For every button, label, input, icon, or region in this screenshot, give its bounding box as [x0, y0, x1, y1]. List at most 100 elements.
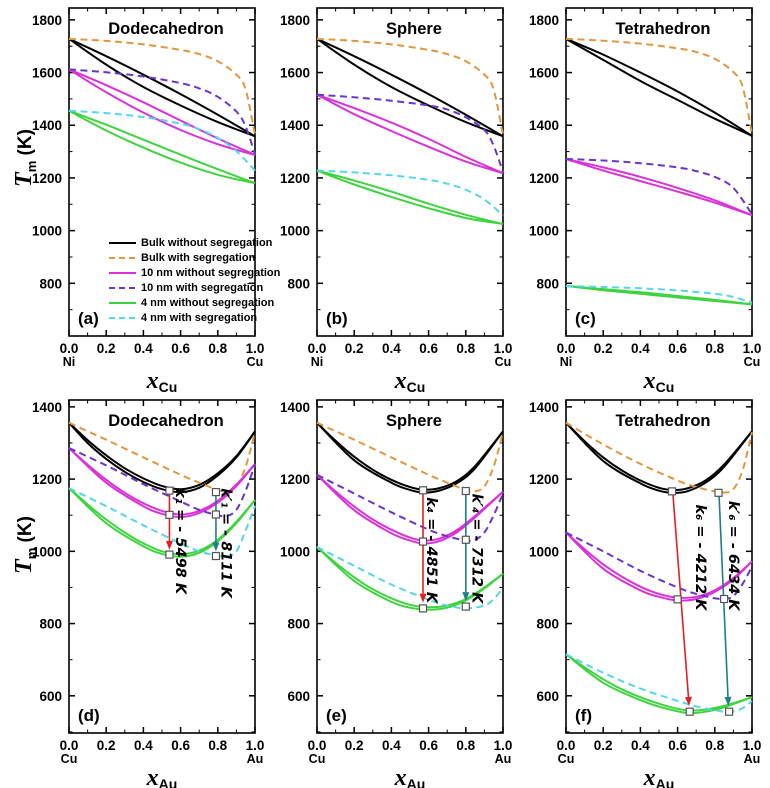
- tick-labels: 600 800 1000 1200 1400 0.0 0.2 0.4 0.6 0.8 1.0 Cu Au: [32, 400, 264, 766]
- curve-4nm-without-segregation-liquidus: [68, 109, 256, 185]
- data-point-square-marker: [673, 595, 682, 604]
- legend-label: Bulk with segregation: [141, 252, 256, 264]
- legend-label: Bulk without segregation: [141, 237, 273, 249]
- panel-a-plot: 800 1000 1200 1400 1600 1800 0.0 0.2 0.4 0.6 0.8 1.…: [32, 7, 264, 395]
- panel-letter: (b): [326, 309, 348, 328]
- panel-c-plot: 800 1000 1200 1400 1600 1800 0.0 0.2 0.4 0.6 0.8 1.…: [529, 7, 761, 395]
- y-tick-label: 1400: [529, 400, 559, 415]
- panel-f: 600 800 1000 1200 1400 0.0 0.2 0.4 0.6 0.8 1.0 Cu Au…: [529, 399, 761, 788]
- x-tick-label: 0.0: [557, 341, 576, 356]
- curve-4nm-without-segregation-liquidus: [565, 653, 753, 712]
- curve-4nm-without-segregation-liquidus: [316, 169, 504, 225]
- curve-10nm-without-segregation-liquidus: [316, 474, 504, 542]
- x-axis-title-symbol: x: [643, 368, 656, 394]
- x-axis-title: xCu: [643, 368, 675, 395]
- curve-bulk-with-segregation: [316, 421, 504, 493]
- curves: [68, 421, 256, 558]
- legend-item: Bulk with segregation: [109, 252, 280, 264]
- legend-dashed-line-icon: [109, 316, 136, 320]
- x-axis-title-symbol: x: [146, 368, 159, 394]
- x-tick-label: 0.6: [668, 738, 687, 753]
- legend-label: 4 nm without segregation: [141, 297, 275, 309]
- y-tick-label: 1000: [280, 224, 310, 239]
- arrow-head-icon: [462, 592, 470, 602]
- y-tick-label: 1600: [32, 66, 62, 81]
- panel-title: Tetrahedron: [615, 412, 710, 430]
- y-tick-label: 1000: [529, 224, 559, 239]
- x-end-element-label: Ni: [311, 355, 324, 369]
- curve-bulk-without-segregation-liquidus: [68, 37, 256, 138]
- x-end-element-label: Cu: [495, 355, 512, 369]
- x-tick-label: 0.2: [97, 341, 116, 356]
- x-tick-label: 0.6: [171, 738, 190, 753]
- x-axis-title-subscript: Cu: [656, 379, 675, 395]
- y-tick-label: 1800: [32, 13, 62, 28]
- arrow-head-icon: [212, 542, 220, 552]
- legend-item: 10 nm without segregation: [109, 267, 280, 279]
- panel-d: 600 800 1000 1200 1400 0.0 0.2 0.4 0.6 0.8 1.0 Cu Au…: [32, 399, 264, 788]
- curves: [316, 37, 504, 225]
- y-tick-label: 1200: [32, 472, 62, 487]
- x-axis-title-symbol: x: [643, 765, 656, 788]
- data-point-square-marker: [211, 551, 221, 561]
- y-tick-label: 1400: [529, 118, 559, 133]
- data-point-square-marker: [418, 486, 428, 495]
- data-point-square-marker: [667, 487, 677, 496]
- slope-arrow-teal: [462, 493, 470, 602]
- curves: [565, 421, 753, 715]
- arrow-head-icon: [684, 696, 692, 706]
- legend-item: 10 nm with segregation: [109, 282, 280, 294]
- panel-title: Dodecahedron: [108, 412, 224, 430]
- tick-labels: 600 800 1000 1200 1400 0.0 0.2 0.4 0.6 0.8 1.0 Cu Au: [529, 400, 761, 766]
- curve-4nm-without-segregation-liquidus: [316, 546, 504, 609]
- x-tick-label: 1.0: [246, 341, 265, 356]
- data-point-square-marker: [418, 604, 428, 613]
- slope-annotation: k′₁ = - 8111 K: [218, 488, 234, 600]
- curve-4nm-with-segregation: [316, 546, 504, 610]
- curve-10nm-without-segregation-liquidus: [316, 93, 504, 175]
- y-axis-title-top-row: Tm (K): [7, 98, 41, 218]
- x-tick-label: 0.0: [60, 738, 79, 753]
- x-axis-title-symbol: x: [394, 368, 407, 394]
- x-tick-label: 0.2: [594, 341, 613, 356]
- x-tick-label: 0.8: [208, 341, 227, 356]
- curve-bulk-without-segregation-solidus: [68, 38, 256, 138]
- curves: [68, 37, 256, 185]
- y-tick-label: 800: [287, 276, 310, 291]
- curve-bulk-with-segregation: [565, 37, 753, 135]
- x-tick-label: 0.6: [668, 341, 687, 356]
- y-tick-label: 1400: [32, 118, 62, 133]
- data-point-square-marker: [211, 487, 221, 497]
- data-point-square-marker: [685, 707, 694, 716]
- panel-e: 600 800 1000 1200 1400 0.0 0.2 0.4 0.6 0.8 1.0 Cu Au…: [280, 399, 512, 788]
- curve-bulk-without-segregation-solidus: [316, 422, 504, 494]
- legend-item: 4 nm with segregation: [109, 312, 280, 324]
- data-point-square-marker: [725, 707, 734, 716]
- data-point-square-marker: [165, 550, 174, 559]
- data-point-square-marker: [461, 602, 470, 611]
- curve-bulk-without-segregation-liquidus: [565, 422, 753, 491]
- x-tick-label: 0.2: [594, 738, 613, 753]
- curve-bulk-without-segregation-liquidus: [68, 422, 256, 491]
- y-tick-label: 1200: [280, 472, 310, 487]
- legend-dashed-line-icon: [109, 286, 136, 290]
- x-end-element-label: Au: [495, 752, 512, 766]
- x-end-element-label: Cu: [61, 752, 78, 766]
- panel-a: 800 1000 1200 1400 1600 1800 0.0 0.2 0.4 0.6 0.8 1.…: [32, 7, 280, 395]
- x-end-element-label: Ni: [560, 355, 573, 369]
- tick-labels: 800 1000 1200 1400 1600 1800 0.0 0.2 0.4 0.6 0.8 1.…: [32, 13, 264, 369]
- y-tick-label: 600: [39, 689, 62, 704]
- x-axis-title: xAu: [146, 765, 178, 788]
- x-end-element-label: Au: [247, 752, 264, 766]
- legend-solid-line-icon: [109, 301, 136, 305]
- curve-10nm-with-segregation: [316, 473, 504, 542]
- x-end-element-label: Cu: [558, 752, 575, 766]
- slope-annotation: k₄ = - 4851 K: [423, 497, 439, 605]
- arrow-head-icon: [724, 696, 732, 706]
- curve-bulk-without-segregation-solidus: [565, 37, 753, 137]
- curve-4nm-with-segregation: [68, 109, 256, 172]
- slope-arrow-red: [165, 493, 173, 550]
- axis-ticks: [565, 400, 753, 733]
- legend: Bulk without segregation Bulk with segreg…: [109, 237, 280, 324]
